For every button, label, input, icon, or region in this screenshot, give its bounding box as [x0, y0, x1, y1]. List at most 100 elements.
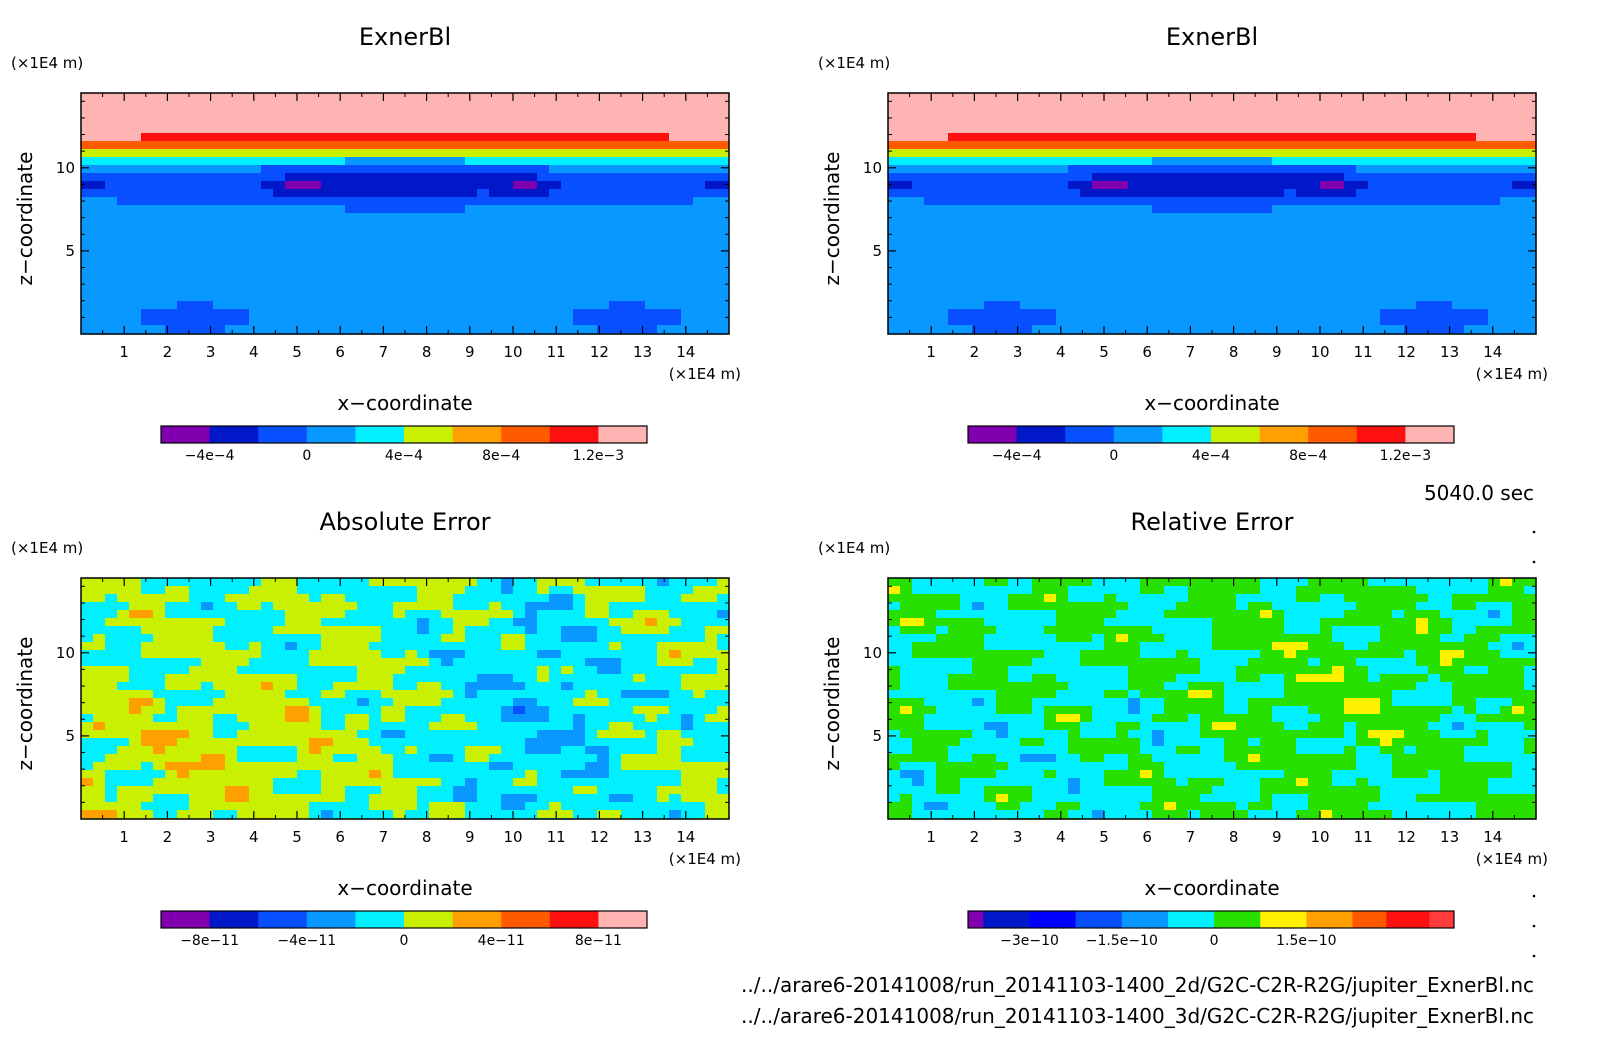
heatmap-cell — [1512, 325, 1525, 334]
heatmap-cell — [417, 133, 430, 142]
heatmap-cell — [585, 706, 598, 715]
heatmap-cell — [669, 730, 682, 739]
heatmap-cell — [177, 642, 190, 651]
heatmap-cell — [1092, 197, 1105, 206]
heatmap-cell — [1224, 117, 1237, 126]
heatmap-cell — [1524, 173, 1537, 182]
heatmap-cell — [453, 610, 466, 619]
heatmap-cell — [309, 301, 322, 310]
heatmap-cell — [681, 325, 694, 334]
heatmap-cell — [1236, 173, 1249, 182]
heatmap-cell — [573, 642, 586, 651]
heatmap-cell — [1284, 101, 1297, 110]
heatmap-cell — [585, 762, 598, 771]
heatmap-cell — [321, 101, 334, 110]
heatmap-cell — [225, 317, 238, 326]
heatmap-cell — [1344, 213, 1357, 222]
heatmap-cell — [1236, 109, 1249, 118]
heatmap-cell — [1176, 189, 1189, 198]
heatmap-cell — [201, 578, 214, 587]
heatmap-cell — [1524, 125, 1537, 134]
heatmap-cell — [1500, 205, 1513, 214]
heatmap-cell — [597, 189, 610, 198]
heatmap-cell — [645, 690, 658, 699]
heatmap-cell — [972, 221, 985, 230]
heatmap-cell — [1440, 141, 1453, 150]
heatmap-cell — [912, 213, 925, 222]
heatmap-cell — [477, 293, 490, 302]
heatmap-cell — [657, 658, 670, 667]
heatmap-cell — [645, 277, 658, 286]
heatmap-cell — [333, 610, 346, 619]
heatmap-cell — [1056, 237, 1069, 246]
heatmap-cell — [393, 770, 406, 779]
heatmap-cell — [177, 101, 190, 110]
heatmap-cell — [573, 253, 586, 262]
heatmap-cell — [225, 117, 238, 126]
heatmap-cell — [333, 762, 346, 771]
heatmap-cell — [129, 269, 142, 278]
heatmap-cell — [693, 730, 706, 739]
heatmap-cell — [657, 610, 670, 619]
heatmap-cell — [972, 133, 985, 142]
heatmap-cell — [960, 173, 973, 182]
heatmap-cell — [441, 730, 454, 739]
heatmap-cell — [105, 205, 118, 214]
heatmap-cell — [1512, 117, 1525, 126]
heatmap-cell — [261, 594, 274, 603]
heatmap-cell — [561, 261, 574, 270]
heatmap-cell — [936, 173, 949, 182]
heatmap-cell — [1116, 237, 1129, 246]
heatmap-cell — [93, 714, 106, 723]
heatmap-cell — [453, 93, 466, 102]
heatmap-cell — [705, 165, 718, 174]
heatmap-cell — [645, 754, 658, 763]
heatmap-cell — [1308, 293, 1321, 302]
heatmap-cell — [681, 229, 694, 238]
heatmap-cell — [249, 658, 262, 667]
heatmap-cell — [489, 698, 502, 707]
heatmap-cell — [609, 101, 622, 110]
heatmap-cell — [357, 277, 370, 286]
heatmap-cell — [717, 642, 730, 651]
heatmap-cell — [441, 618, 454, 627]
heatmap-cell — [1380, 197, 1393, 206]
heatmap-cell — [297, 778, 310, 787]
heatmap-cell — [117, 602, 130, 611]
heatmap-cell — [645, 229, 658, 238]
heatmap-cell — [681, 157, 694, 166]
heatmap-cell — [609, 754, 622, 763]
heatmap-cell — [1416, 109, 1429, 118]
heatmap-cell — [525, 706, 538, 715]
heatmap-cell — [405, 181, 418, 190]
heatmap-cell — [381, 650, 394, 659]
heatmap-cell — [1452, 245, 1465, 254]
heatmap-cell — [948, 93, 961, 102]
heatmap-cell — [153, 253, 166, 262]
heatmap-cell — [633, 746, 646, 755]
heatmap-cell — [429, 618, 442, 627]
heatmap-cell — [573, 610, 586, 619]
heatmap-cell — [321, 269, 334, 278]
heatmap-cell — [1188, 293, 1201, 302]
heatmap-cell — [261, 221, 274, 230]
heatmap-cell — [561, 141, 574, 150]
heatmap-cell — [1356, 117, 1369, 126]
heatmap-cell — [1224, 317, 1237, 326]
heatmap-cell — [717, 181, 730, 190]
heatmap-cell — [645, 197, 658, 206]
heatmap-cell — [1092, 293, 1105, 302]
heatmap-cell — [960, 253, 973, 262]
heatmap-cell — [141, 189, 154, 198]
heatmap-cell — [1380, 93, 1393, 102]
heatmap-cell — [621, 650, 634, 659]
heatmap-cell — [273, 317, 286, 326]
heatmap-cell — [165, 706, 178, 715]
heatmap-cell — [213, 309, 226, 318]
heatmap-cell — [609, 325, 622, 334]
heatmap-cell — [669, 253, 682, 262]
heatmap-cell — [573, 93, 586, 102]
heatmap-cell — [1260, 125, 1273, 134]
heatmap-cell — [441, 109, 454, 118]
